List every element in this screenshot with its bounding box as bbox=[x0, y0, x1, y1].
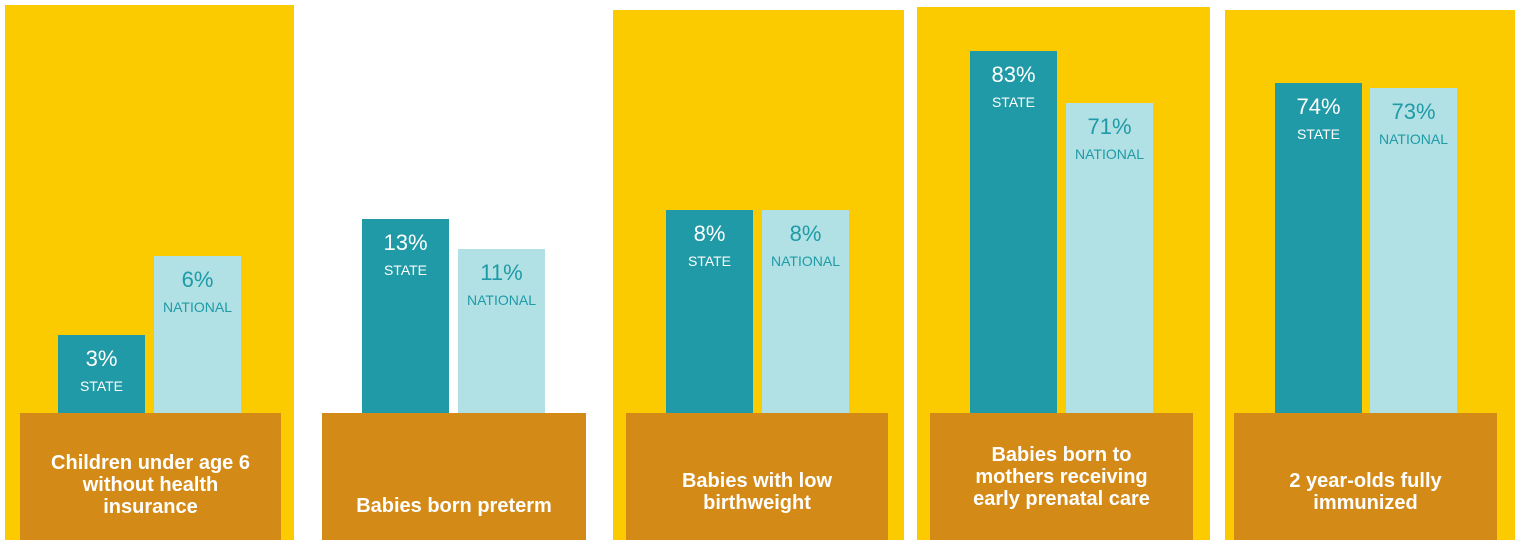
state-value-label-2: 13% bbox=[383, 230, 428, 255]
category-label-4: Babies born to mothers receiving early p… bbox=[973, 444, 1150, 510]
national-bar-3 bbox=[762, 210, 849, 413]
national-value-label-5: 73% bbox=[1391, 99, 1436, 124]
category-base-1: Children under age 6 without health insu… bbox=[20, 413, 281, 540]
state-value-label-5: 74% bbox=[1296, 94, 1341, 119]
category-label-1: Children under age 6 without health insu… bbox=[51, 452, 250, 518]
category-base-4: Babies born to mothers receiving early p… bbox=[930, 413, 1193, 540]
category-label-3: Babies with low birthweight bbox=[681, 470, 833, 514]
national-bar-5 bbox=[1370, 88, 1457, 413]
category-base-2: Babies born preterm bbox=[322, 413, 586, 540]
national-bar-2 bbox=[458, 249, 545, 413]
state-series-label-4: STATE bbox=[991, 94, 1036, 110]
category-base-5: 2 year-olds fully immunized bbox=[1234, 413, 1497, 540]
state-bar-5 bbox=[1275, 83, 1362, 413]
national-value-label-3: 8% bbox=[789, 221, 822, 246]
state-series-label-3: STATE bbox=[687, 253, 732, 269]
state-value-label-4: 83% bbox=[991, 62, 1036, 87]
national-series-label-4: NATIONAL bbox=[1075, 146, 1144, 162]
national-series-label-5: NATIONAL bbox=[1379, 131, 1448, 147]
national-series-label-3: NATIONAL bbox=[771, 253, 840, 269]
state-value-label-1: 3% bbox=[85, 346, 118, 371]
national-value-label-4: 71% bbox=[1087, 114, 1132, 139]
state-bar-1 bbox=[58, 335, 145, 413]
national-series-label-2: NATIONAL bbox=[467, 292, 536, 308]
national-bar-1 bbox=[154, 256, 241, 413]
category-label-2: Babies born preterm bbox=[356, 495, 552, 517]
category-base-3: Babies with low birthweight bbox=[626, 413, 888, 540]
state-series-label-2: STATE bbox=[383, 262, 428, 278]
national-bar-4 bbox=[1066, 103, 1153, 413]
category-label-5: 2 year-olds fully immunized bbox=[1289, 470, 1442, 514]
state-bar-3 bbox=[666, 210, 753, 413]
national-series-label-1: NATIONAL bbox=[163, 299, 232, 315]
state-series-label-1: STATE bbox=[79, 378, 124, 394]
state-bar-4 bbox=[970, 51, 1057, 413]
state-bar-2 bbox=[362, 219, 449, 413]
state-value-label-3: 8% bbox=[693, 221, 726, 246]
state-series-label-5: STATE bbox=[1296, 126, 1341, 142]
national-value-label-2: 11% bbox=[480, 260, 523, 285]
national-value-label-1: 6% bbox=[181, 267, 214, 292]
